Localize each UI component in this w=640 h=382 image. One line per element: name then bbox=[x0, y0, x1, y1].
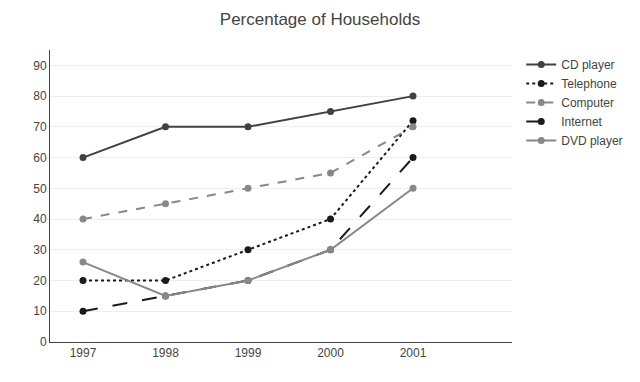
svg-text:40: 40 bbox=[33, 212, 47, 226]
svg-text:Telephone: Telephone bbox=[561, 77, 617, 91]
svg-text:1998: 1998 bbox=[152, 346, 179, 360]
svg-text:2001: 2001 bbox=[400, 346, 427, 360]
svg-text:Percentage of Households: Percentage of Households bbox=[220, 10, 420, 29]
svg-text:0: 0 bbox=[40, 335, 47, 349]
svg-text:70: 70 bbox=[33, 120, 47, 134]
svg-text:2000: 2000 bbox=[317, 346, 344, 360]
svg-text:30: 30 bbox=[33, 243, 47, 257]
svg-text:1997: 1997 bbox=[70, 346, 97, 360]
svg-text:20: 20 bbox=[33, 274, 47, 288]
svg-text:50: 50 bbox=[33, 182, 47, 196]
svg-text:1999: 1999 bbox=[235, 346, 262, 360]
svg-text:60: 60 bbox=[33, 151, 47, 165]
svg-text:80: 80 bbox=[33, 89, 47, 103]
svg-text:Internet: Internet bbox=[561, 115, 602, 129]
svg-text:Computer: Computer bbox=[561, 96, 614, 110]
svg-text:CD player: CD player bbox=[561, 58, 614, 72]
svg-text:90: 90 bbox=[33, 59, 47, 73]
svg-text:10: 10 bbox=[33, 304, 47, 318]
svg-text:DVD player: DVD player bbox=[561, 134, 622, 148]
